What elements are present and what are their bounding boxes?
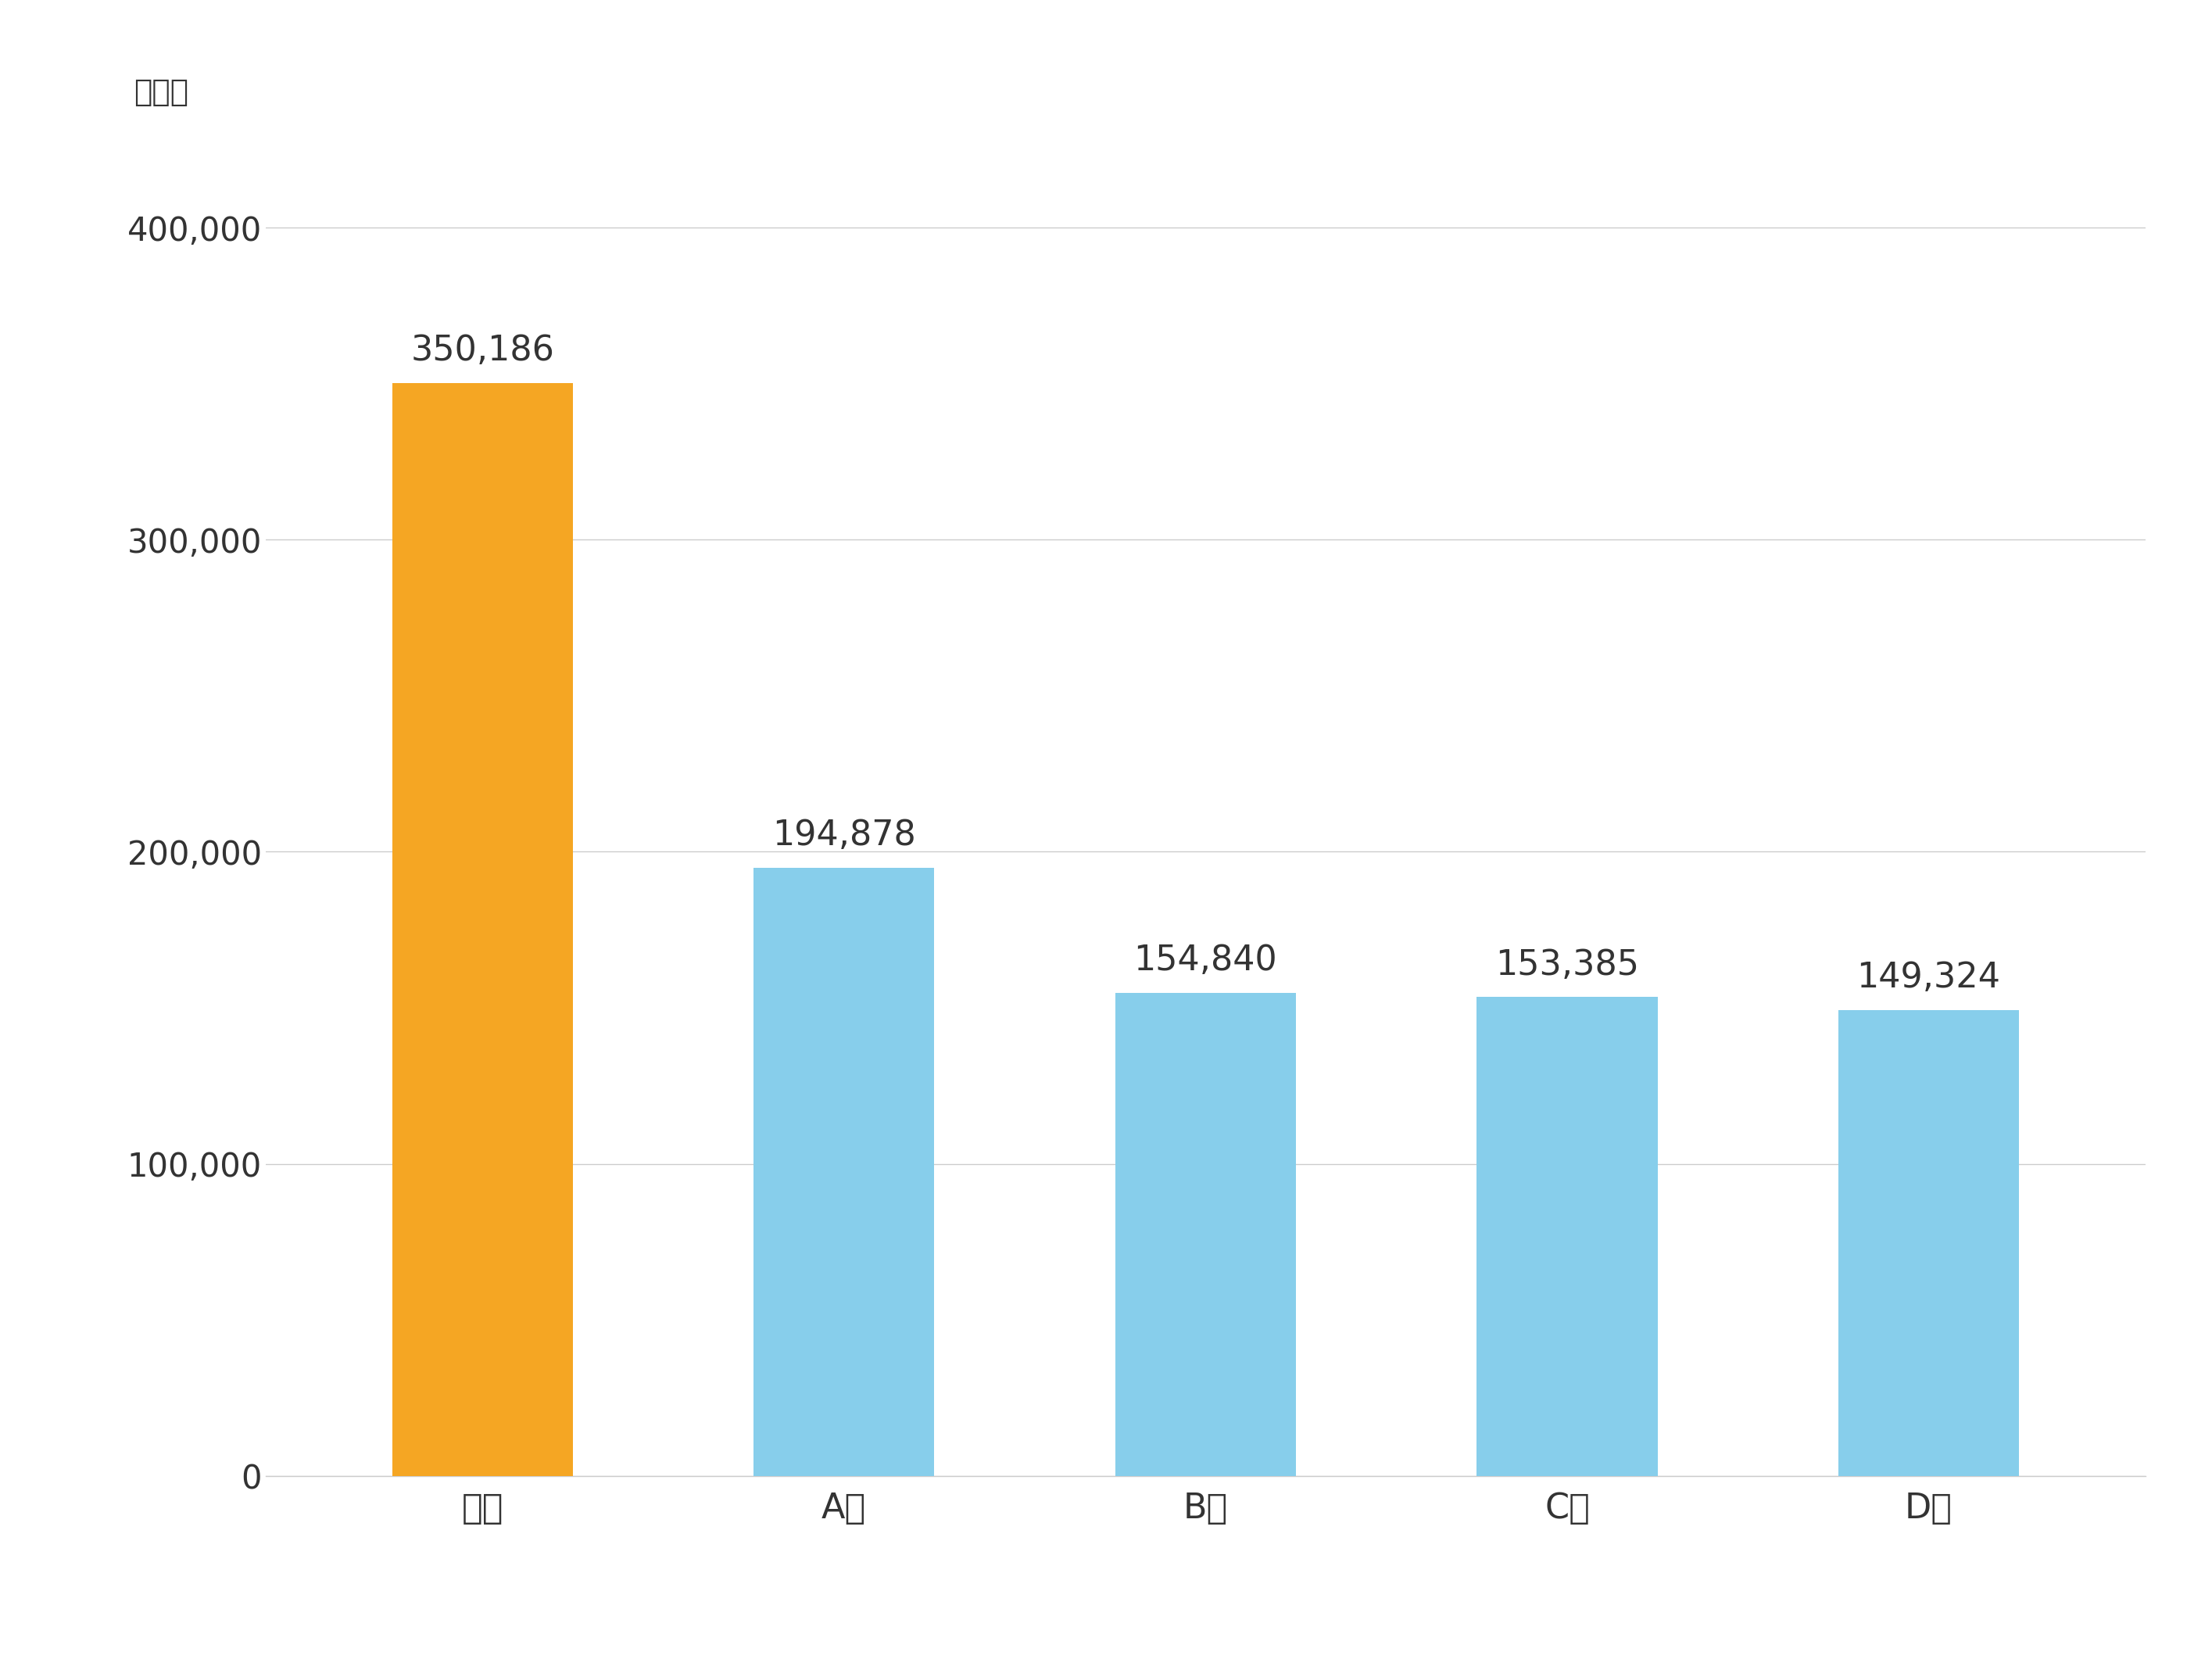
Bar bbox=[392, 382, 573, 1476]
Bar bbox=[1838, 1010, 2020, 1476]
Text: 153,385: 153,385 bbox=[1495, 948, 1639, 981]
Bar bbox=[754, 867, 933, 1476]
Bar bbox=[1478, 998, 1657, 1476]
Text: 149,324: 149,324 bbox=[1856, 961, 2000, 994]
Text: 350,186: 350,186 bbox=[411, 334, 555, 367]
Text: （戸）: （戸） bbox=[133, 77, 188, 107]
Text: 154,840: 154,840 bbox=[1135, 944, 1276, 978]
Bar bbox=[1115, 993, 1296, 1476]
Text: 194,878: 194,878 bbox=[772, 818, 916, 852]
